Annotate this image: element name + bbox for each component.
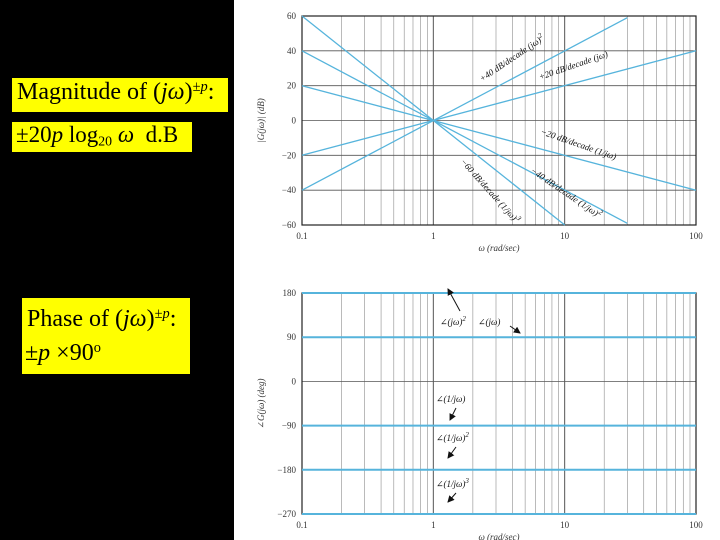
magnitude-annotation-text: −60 dB/decade (1/jω) <box>459 157 520 223</box>
magnitude-annotation-text: −20 dB/decade (1/jω) <box>539 126 617 161</box>
phase-annotation-text: ∠(jω) <box>440 317 462 327</box>
magnitude-xtick-label: 0.1 <box>296 231 307 241</box>
phase-xaxis-label: ω (rad/sec) <box>478 532 519 540</box>
magnitude-annotation-label: +40 dB/decade (jω)2 <box>476 31 546 84</box>
phase-annotation-sup: 3 <box>464 477 469 485</box>
phase-annotation-arrow <box>447 492 457 503</box>
phase-annotation-arrow <box>447 288 461 312</box>
magnitude-xaxis-label: ω (rad/sec) <box>478 243 519 253</box>
phase-yaxis-label: ∠G(jω) (deg) <box>256 378 266 428</box>
magnitude-annotation-text: +40 dB/decade (jω) <box>478 35 544 84</box>
magnitude-yaxis-label: |G(jω)| (dB) <box>256 98 266 143</box>
phase-xtick-label: 0.1 <box>296 520 307 530</box>
magnitude-ytick-label: 20 <box>287 81 297 91</box>
phase-xtick-label: 1 <box>431 520 436 530</box>
magnitude-annotation-sup: 3 <box>514 214 523 223</box>
phase-annotation-sup: 2 <box>462 315 466 323</box>
phase-annotation-label: ∠(1/jω) <box>436 394 465 404</box>
phase-annotation-label: ∠(1/jω)3 <box>436 477 469 489</box>
phase-annotation-text: ∠(jω) <box>478 317 500 327</box>
magnitude-annotation-label: −20 dB/decade (1/jω) <box>539 126 617 161</box>
magnitude-formula: ±20p log20 ω d.B <box>16 122 179 149</box>
magnitude-ytick-label: −40 <box>282 185 297 195</box>
magnitude-ytick-label: 60 <box>287 11 297 21</box>
magnitude-annotation-sup: 2 <box>536 31 544 40</box>
magnitude-annotation-label: −40 dB/decade (1/jω)2 <box>529 164 605 221</box>
bode-figure-panel: 60 40 20 0 −20 −40 −60 0.1 1 10 100 ω (rad/sec) |G(j… <box>234 0 720 540</box>
magnitude-ytick-label: −60 <box>282 220 297 230</box>
phase-ytick-label: 90 <box>287 332 297 342</box>
magnitude-xtick-label: 10 <box>560 231 570 241</box>
magnitude-formula-box: ±20p log20 ω d.B <box>12 122 192 152</box>
magnitude-series-line <box>301 50 628 224</box>
magnitude-series-line <box>301 15 566 226</box>
phase-ytick-label: −270 <box>277 509 296 519</box>
magnitude-title-box: Magnitude of (jω)±p: <box>12 78 228 112</box>
phase-formula: ±p ×90o <box>25 340 101 366</box>
magnitude-title: Magnitude of (jω)±p: <box>17 79 215 105</box>
magnitude-ytick-label: −20 <box>282 150 297 160</box>
phase-annotation-arrow <box>449 407 457 421</box>
magnitude-xtick-label: 1 <box>431 231 436 241</box>
phase-ytick-label: −90 <box>282 421 297 431</box>
magnitude-series-line <box>301 17 628 191</box>
phase-annotation-label: ∠(jω) <box>478 317 500 327</box>
phase-xtick-label: 100 <box>689 520 703 530</box>
phase-annotation-label: ∠(jω)2 <box>440 315 466 327</box>
magnitude-series-line <box>301 50 697 156</box>
magnitude-ytick-label: 40 <box>287 46 297 56</box>
magnitude-annotation-sup: 2 <box>597 208 605 217</box>
magnitude-ytick-label: 0 <box>292 116 297 126</box>
phase-annotation-arrow <box>509 325 521 334</box>
magnitude-xtick-label: 100 <box>689 231 703 241</box>
phase-annotation-arrow <box>447 446 457 459</box>
phase-annotation-text: ∠(1/jω) <box>436 479 465 489</box>
phase-annotation-label: ∠(1/jω)2 <box>436 431 469 443</box>
phase-xtick-label: 10 <box>560 520 570 530</box>
phase-box: Phase of (jω)±p: ±p ×90o <box>22 298 190 374</box>
phase-ytick-label: 0 <box>292 376 297 386</box>
phase-annotation-text: ∠(1/jω) <box>436 394 465 404</box>
phase-annotation-sup: 2 <box>465 431 469 439</box>
phase-ytick-label: −180 <box>277 465 296 475</box>
magnitude-plot-frame <box>301 15 697 226</box>
phase-ytick-label: 180 <box>283 288 297 298</box>
phase-annotation-text: ∠(1/jω) <box>436 433 465 443</box>
phase-title: Phase of (jω)±p: <box>27 306 177 332</box>
magnitude-series-line <box>301 85 697 191</box>
